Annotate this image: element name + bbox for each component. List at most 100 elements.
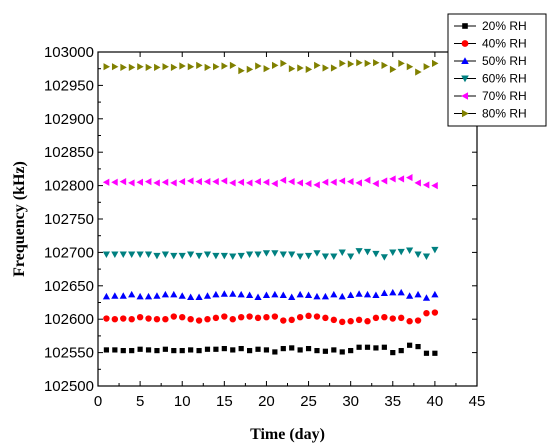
data-point (212, 177, 219, 186)
data-point (288, 293, 296, 301)
series-70-rh (102, 173, 438, 190)
data-point (398, 59, 405, 67)
legend-label: 40% RH (482, 37, 527, 51)
data-point (406, 63, 414, 71)
data-point (389, 65, 397, 73)
data-point (296, 290, 304, 298)
data-point (195, 293, 203, 301)
legend-label: 70% RH (482, 89, 527, 103)
data-point (397, 175, 405, 183)
data-point (237, 178, 245, 186)
data-point (161, 290, 169, 298)
data-point (263, 65, 271, 73)
data-point (112, 347, 118, 353)
data-point (254, 177, 261, 186)
data-point (246, 65, 254, 73)
data-point (145, 63, 153, 71)
data-point (398, 314, 405, 322)
data-point (188, 347, 194, 353)
data-point (347, 253, 355, 261)
data-point (422, 253, 431, 261)
data-point (204, 316, 211, 323)
data-point (313, 181, 320, 189)
y-tick-label: 102550 (44, 345, 94, 362)
data-point (263, 347, 270, 353)
data-point (347, 291, 355, 299)
legend-box (447, 13, 547, 127)
data-point (364, 318, 371, 325)
data-point (237, 290, 245, 298)
data-point (321, 292, 329, 300)
data-point (356, 344, 362, 350)
data-point (246, 179, 253, 187)
data-point (330, 178, 337, 186)
data-point (339, 349, 345, 355)
data-point (271, 179, 278, 188)
data-point (406, 173, 413, 182)
data-point (330, 290, 338, 298)
data-point (170, 313, 177, 320)
data-point (145, 347, 152, 353)
plot-frame (97, 51, 478, 387)
data-point (102, 178, 110, 186)
data-point (255, 62, 262, 70)
data-point (288, 316, 295, 324)
data-point (363, 248, 372, 256)
data-point (422, 181, 430, 189)
data-point (246, 313, 253, 320)
data-point (262, 291, 271, 299)
data-point (390, 350, 396, 356)
data-point (322, 348, 328, 354)
data-point (196, 61, 203, 69)
data-point (220, 177, 228, 185)
data-point (111, 63, 119, 71)
data-point (204, 346, 211, 352)
data-point (230, 347, 236, 353)
data-point (432, 59, 439, 67)
data-point (170, 252, 178, 260)
data-point (389, 249, 397, 256)
data-point (364, 59, 372, 67)
data-point (314, 347, 320, 354)
data-point (271, 313, 279, 320)
data-point (339, 59, 346, 67)
data-point (288, 177, 295, 186)
data-point (195, 177, 202, 186)
x-tick-label: 40 (427, 393, 444, 410)
data-point (322, 64, 329, 72)
y-tick-label: 102700 (44, 244, 94, 261)
data-point (128, 179, 135, 187)
data-point (288, 65, 296, 73)
y-tick-label: 102500 (44, 378, 94, 395)
data-point (221, 345, 227, 352)
data-point (397, 288, 405, 296)
data-point (212, 290, 220, 298)
data-point (338, 292, 346, 300)
data-point (397, 248, 405, 256)
data-point (162, 346, 168, 352)
data-point (398, 347, 404, 354)
x-tick-label: 15 (216, 393, 233, 410)
data-point (414, 179, 421, 187)
data-point (262, 250, 271, 257)
data-point (338, 249, 346, 256)
data-point (120, 315, 127, 322)
data-point (237, 252, 245, 260)
data-point (338, 177, 346, 185)
data-point (372, 314, 380, 322)
data-point (389, 315, 396, 322)
data-point (381, 313, 388, 321)
data-point (348, 347, 354, 354)
data-point (179, 62, 186, 70)
data-point (137, 63, 144, 71)
data-point (153, 252, 161, 260)
data-point (195, 252, 203, 260)
data-point (128, 316, 135, 323)
data-point (246, 291, 254, 299)
data-point (356, 59, 363, 67)
data-point (280, 59, 287, 67)
data-point (271, 250, 279, 257)
data-point (111, 316, 119, 323)
data-point (102, 251, 111, 259)
